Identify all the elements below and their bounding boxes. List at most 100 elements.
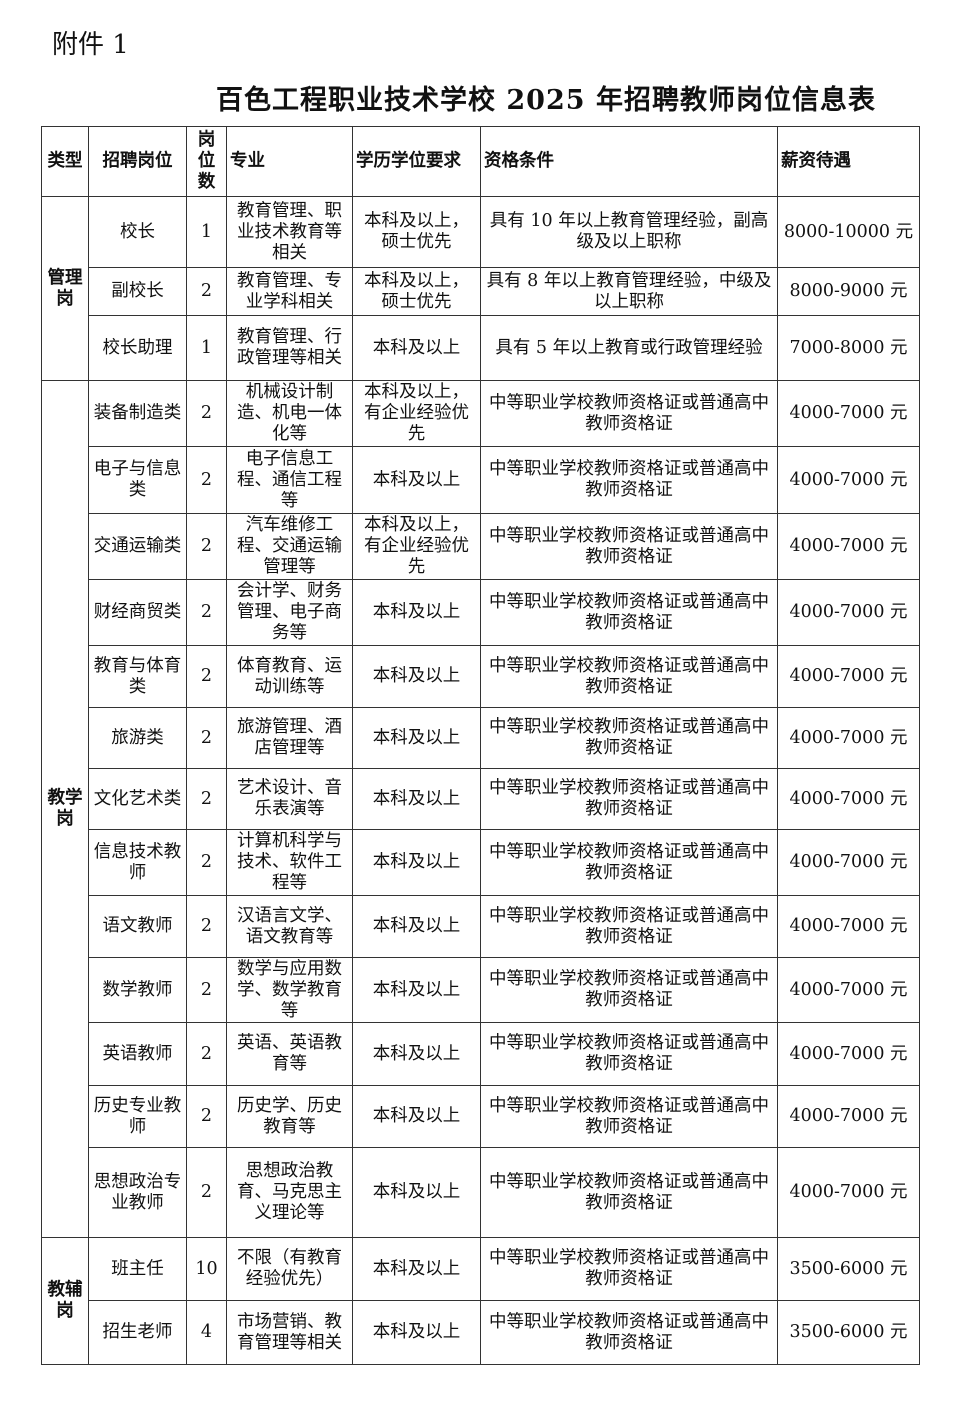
salary-cell: 4000-7000 元 — [777, 1085, 920, 1148]
position-cell: 班主任 — [88, 1237, 187, 1301]
position-cell: 装备制造类 — [88, 380, 187, 447]
degree-cell: 本科及以上 — [352, 1085, 481, 1148]
position-cell: 校长 — [88, 196, 187, 268]
qualification-cell: 中等职业学校教师资格证或普通高中教师资格证 — [480, 1147, 778, 1238]
count-cell: 2 — [186, 768, 227, 830]
salary-cell: 4000-7000 元 — [777, 707, 920, 769]
count-cell: 2 — [186, 829, 227, 896]
qualification-cell: 具有 10 年以上教育管理经验，副高级及以上职称 — [480, 196, 778, 268]
count-cell: 2 — [186, 513, 227, 580]
qualification-cell: 中等职业学校教师资格证或普通高中教师资格证 — [480, 707, 778, 769]
header-degree: 学历学位要求 — [352, 126, 481, 197]
attachment-label: 附件 1 — [52, 30, 129, 60]
position-cell: 数学教师 — [88, 957, 187, 1023]
major-cell: 数学与应用数学、数学教育等 — [226, 957, 353, 1023]
position-cell: 英语教师 — [88, 1022, 187, 1086]
position-cell: 校长助理 — [88, 315, 187, 381]
salary-cell: 7000-8000 元 — [777, 315, 920, 381]
major-cell: 会计学、财务管理、电子商务等 — [226, 579, 353, 646]
salary-cell: 4000-7000 元 — [777, 380, 920, 447]
salary-cell: 4000-7000 元 — [777, 513, 920, 580]
count-cell: 2 — [186, 267, 227, 316]
table-row: 教学岗 装备制造类 2 机械设计制造、机电一体化等 本科及以上，有企业经验优先 中等职业学… — [41, 380, 920, 1238]
salary-cell: 8000-9000 元 — [777, 267, 920, 316]
position-cell: 旅游类 — [88, 707, 187, 769]
salary-cell: 4000-7000 元 — [777, 579, 920, 646]
count-cell: 10 — [186, 1237, 227, 1301]
header-salary: 薪资待遇 — [777, 126, 920, 197]
salary-cell: 3500-6000 元 — [777, 1300, 920, 1365]
table-row: 招生老师 4 市场营销、教育管理等相关 本科及以上 中等职业学校教师资格证或普通高中教师… — [42, 1300, 920, 1365]
salary-cell: 4000-7000 元 — [777, 957, 920, 1023]
position-cell: 交通运输类 — [88, 513, 187, 580]
position-cell: 信息技术教师 — [88, 829, 187, 896]
qualification-cell: 具有 8 年以上教育管理经验，中级及以上职称 — [480, 267, 778, 316]
major-cell: 体育教育、运动训练等 — [226, 645, 353, 708]
count-cell: 2 — [186, 579, 227, 646]
major-cell: 市场营销、教育管理等相关 — [226, 1300, 353, 1365]
qualification-cell: 中等职业学校教师资格证或普通高中教师资格证 — [480, 380, 778, 447]
degree-cell: 本科及以上 — [352, 1147, 481, 1238]
degree-cell: 本科及以上 — [352, 645, 481, 708]
count-cell: 4 — [186, 1300, 227, 1365]
qualification-cell: 中等职业学校教师资格证或普通高中教师资格证 — [480, 1022, 778, 1086]
count-cell: 2 — [186, 380, 227, 447]
degree-cell: 本科及以上 — [352, 829, 481, 896]
header-position: 招聘岗位 — [88, 126, 187, 197]
table-row: 交通运输类 2 汽车维修工程、交通运输管理等 本科及以上，有企业经验优先 中等职业学校教… — [42, 513, 920, 580]
count-cell: 2 — [186, 1022, 227, 1086]
qualification-cell: 中等职业学校教师资格证或普通高中教师资格证 — [480, 645, 778, 708]
table-row: 信息技术教师 2 计算机科学与技术、软件工程等 本科及以上 中等职业学校教师资格证或普通… — [42, 829, 920, 896]
header-major: 专业 — [226, 126, 353, 197]
major-cell: 不限（有教育经验优先） — [226, 1237, 353, 1301]
table-row: 财经商贸类 2 会计学、财务管理、电子商务等 本科及以上 中等职业学校教师资格证或普通高… — [42, 579, 920, 646]
position-cell: 电子与信息类 — [88, 446, 187, 514]
recruitment-table: 类型 招聘岗位 岗位数 专业 学历学位要求 资格条件 薪资待遇 管理岗 校长 1 教育… — [41, 126, 920, 1365]
major-cell: 教育管理、行政管理等相关 — [226, 315, 353, 381]
qualification-cell: 中等职业学校教师资格证或普通高中教师资格证 — [480, 895, 778, 958]
qualification-cell: 具有 5 年以上教育或行政管理经验 — [480, 315, 778, 381]
degree-cell: 本科及以上 — [352, 768, 481, 830]
major-cell: 历史学、历史教育等 — [226, 1085, 353, 1148]
degree-cell: 本科及以上，有企业经验优先 — [352, 513, 481, 580]
count-cell: 2 — [186, 1147, 227, 1238]
degree-cell: 本科及以上 — [352, 1237, 481, 1301]
table-row: 校长助理 1 教育管理、行政管理等相关 本科及以上 具有 5 年以上教育或行政管理经验 7… — [42, 315, 920, 381]
qualification-cell: 中等职业学校教师资格证或普通高中教师资格证 — [480, 446, 778, 514]
major-cell: 机械设计制造、机电一体化等 — [226, 380, 353, 447]
header-type: 类型 — [41, 126, 89, 197]
qualification-cell: 中等职业学校教师资格证或普通高中教师资格证 — [480, 1300, 778, 1365]
major-cell: 电子信息工程、通信工程等 — [226, 446, 353, 514]
major-cell: 英语、英语教育等 — [226, 1022, 353, 1086]
qualification-cell: 中等职业学校教师资格证或普通高中教师资格证 — [480, 513, 778, 580]
count-cell: 1 — [186, 315, 227, 381]
category-cell: 管理岗 — [41, 196, 89, 381]
qualification-cell: 中等职业学校教师资格证或普通高中教师资格证 — [480, 1085, 778, 1148]
table-row: 英语教师 2 英语、英语教育等 本科及以上 中等职业学校教师资格证或普通高中教师资格证 4… — [42, 1022, 920, 1086]
salary-cell: 4000-7000 元 — [777, 768, 920, 830]
major-cell: 汉语言文学、语文教育等 — [226, 895, 353, 958]
salary-cell: 4000-7000 元 — [777, 895, 920, 958]
count-cell: 2 — [186, 895, 227, 958]
count-cell: 2 — [186, 446, 227, 514]
count-cell: 2 — [186, 957, 227, 1023]
header-count: 岗位数 — [186, 126, 227, 197]
table-row: 教辅岗 班主任 10 不限（有教育经验优先） 本科及以上 中等职业学校教师资格证或普通高中… — [41, 1237, 920, 1365]
degree-cell: 本科及以上，有企业经验优先 — [352, 380, 481, 447]
degree-cell: 本科及以上，硕士优先 — [352, 267, 481, 316]
degree-cell: 本科及以上 — [352, 1300, 481, 1365]
table-row: 教育与体育类 2 体育教育、运动训练等 本科及以上 中等职业学校教师资格证或普通高中教师… — [42, 645, 920, 708]
position-cell: 语文教师 — [88, 895, 187, 958]
position-cell: 思想政治专业教师 — [88, 1147, 187, 1238]
degree-cell: 本科及以上，硕士优先 — [352, 196, 481, 268]
qualification-cell: 中等职业学校教师资格证或普通高中教师资格证 — [480, 1237, 778, 1301]
header-qualification: 资格条件 — [480, 126, 778, 197]
degree-cell: 本科及以上 — [352, 1022, 481, 1086]
degree-cell: 本科及以上 — [352, 446, 481, 514]
category-cell: 教辅岗 — [41, 1237, 89, 1365]
position-cell: 副校长 — [88, 267, 187, 316]
salary-cell: 4000-7000 元 — [777, 829, 920, 896]
major-cell: 计算机科学与技术、软件工程等 — [226, 829, 353, 896]
table-row: 思想政治专业教师 2 思想政治教育、马克思主义理论等 本科及以上 中等职业学校教师资格证… — [42, 1147, 920, 1238]
position-cell: 文化艺术类 — [88, 768, 187, 830]
